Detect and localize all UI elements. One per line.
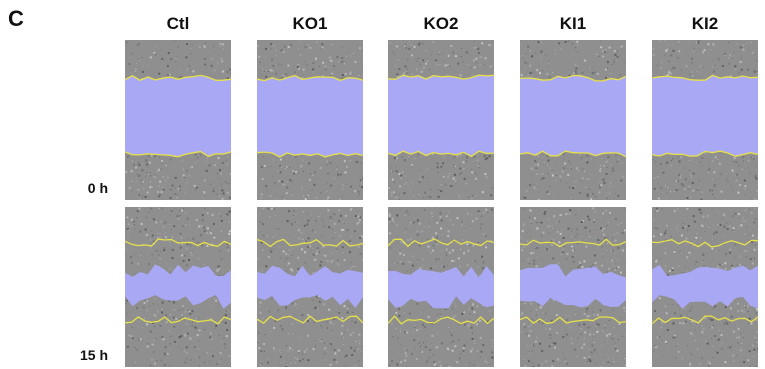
wound-area [388,266,494,309]
upper-wound-edge [652,74,758,81]
column-label-ctl: Ctl [166,14,190,33]
micrograph-ki1-0h [520,40,626,200]
wound-area [257,75,363,157]
wound-area [652,75,758,157]
micrograph-ki2-15h [652,207,758,367]
row-label-0h: 0 h [87,180,108,196]
column-label-ko2: KO2 [423,14,459,33]
lower-wound-edge [520,150,626,158]
upper-wound-edge [652,239,758,248]
row-label-15h: 15 h [79,347,108,363]
micrograph-ctl-15h [125,207,231,367]
upper-wound-edge [125,74,231,82]
wound-area [520,75,626,157]
lower-wound-edge [125,316,231,325]
column-label-ki2: KI2 [691,14,719,33]
panel-letter: C [8,6,24,31]
lower-wound-edge [388,150,494,158]
micrograph-ko2-0h [388,40,494,200]
lower-wound-edge [388,315,494,325]
wound-area [652,265,758,309]
lower-wound-edge [520,316,626,325]
upper-wound-edge [520,238,626,248]
micrograph-ko1-15h [257,207,363,367]
micrograph-ctl-0h [125,40,231,200]
micrograph-ko1-0h [257,40,363,200]
column-label-ko1: KO1 [292,14,328,33]
wound-area [388,75,494,157]
upper-wound-edge [388,238,494,248]
lower-wound-edge [125,150,231,158]
upper-wound-edge [388,74,494,80]
wound-area [125,264,231,309]
wound-area [125,75,231,157]
upper-wound-edge [257,74,363,82]
lower-wound-edge [257,315,363,325]
upper-wound-edge [125,238,231,247]
lower-wound-edge [652,150,758,157]
micrograph-ko2-15h [388,207,494,367]
lower-wound-edge [652,315,758,325]
upper-wound-edge [520,74,626,82]
upper-wound-edge [257,238,363,248]
wound-area [257,265,363,308]
lower-wound-edge [257,151,363,158]
column-label-ki1: KI1 [559,14,587,33]
micrograph-ki2-0h [652,40,758,200]
micrograph-ki1-15h [520,207,626,367]
wound-area [520,264,626,308]
